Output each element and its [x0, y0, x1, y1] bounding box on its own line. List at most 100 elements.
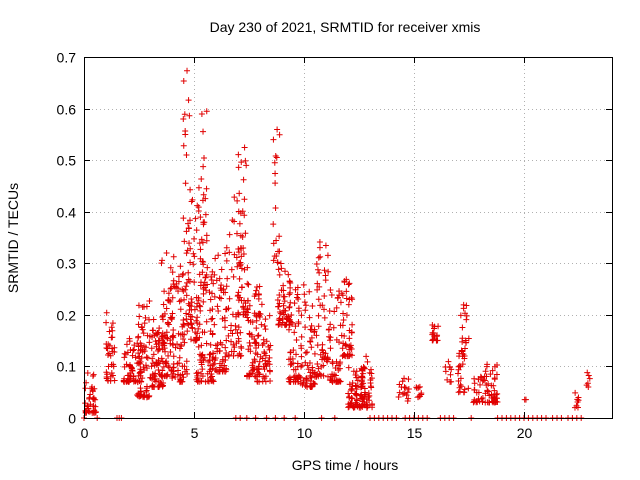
data-point	[223, 244, 230, 251]
data-point	[201, 279, 208, 286]
data-point	[153, 359, 160, 366]
data-point	[191, 235, 198, 242]
data-point	[330, 324, 337, 331]
data-point	[123, 341, 130, 348]
data-point	[414, 385, 421, 392]
data-point	[140, 330, 147, 337]
data-point	[313, 372, 320, 379]
data-point	[292, 323, 299, 330]
data-point	[120, 378, 127, 385]
data-point	[214, 303, 221, 310]
data-point	[193, 334, 200, 341]
data-point	[327, 373, 334, 380]
data-point	[195, 297, 202, 304]
data-point	[189, 196, 196, 203]
data-point	[180, 215, 187, 222]
data-point	[183, 315, 190, 322]
data-point	[492, 399, 499, 406]
data-point	[143, 354, 150, 361]
data-point	[185, 269, 192, 276]
data-point	[171, 283, 178, 290]
data-point	[326, 333, 333, 340]
data-point	[238, 345, 245, 352]
data-point	[288, 319, 295, 326]
data-point	[353, 368, 360, 375]
data-point	[236, 260, 243, 267]
data-point	[164, 335, 171, 342]
data-point	[215, 308, 222, 315]
data-point	[471, 380, 478, 387]
data-point	[442, 368, 449, 375]
data-point	[348, 395, 355, 401]
x-tick-label: 20	[517, 425, 533, 441]
data-point	[89, 395, 96, 402]
data-point	[190, 261, 197, 268]
x-tick-label: 0	[81, 425, 89, 441]
data-point	[315, 254, 322, 261]
data-point	[203, 232, 210, 239]
data-point	[302, 349, 309, 356]
data-point	[307, 338, 314, 345]
data-point	[203, 271, 210, 278]
data-point	[165, 321, 172, 328]
data-point	[182, 131, 189, 138]
data-point	[309, 302, 316, 309]
data-point	[109, 327, 116, 334]
data-point	[325, 268, 332, 275]
data-point	[404, 389, 411, 396]
data-point	[317, 351, 324, 358]
data-point	[300, 377, 307, 384]
data-point	[276, 271, 283, 278]
data-point	[185, 311, 192, 318]
data-point	[84, 370, 91, 377]
data-point	[272, 205, 279, 212]
data-point	[241, 144, 248, 151]
data-point	[349, 395, 356, 402]
data-point	[348, 386, 355, 393]
data-point	[200, 163, 207, 170]
data-point	[176, 354, 183, 361]
data-point	[91, 409, 98, 416]
data-point	[198, 111, 205, 118]
data-point	[462, 337, 469, 344]
data-point	[278, 265, 285, 272]
data-point	[90, 371, 97, 378]
data-point	[484, 399, 491, 406]
data-point	[156, 345, 163, 352]
data-point	[211, 360, 218, 367]
data-point	[198, 236, 205, 243]
x-tick-label: 15	[407, 425, 423, 441]
data-point	[253, 340, 260, 347]
data-point	[276, 131, 283, 138]
data-point	[167, 340, 174, 347]
data-point	[240, 250, 247, 257]
data-point	[104, 351, 111, 358]
data-point	[329, 360, 336, 367]
data-point	[310, 380, 317, 387]
data-point	[159, 383, 166, 390]
data-point	[340, 316, 347, 323]
data-point	[138, 354, 145, 361]
data-point	[177, 306, 184, 313]
data-point	[353, 391, 360, 398]
data-point	[331, 371, 338, 378]
data-point	[336, 360, 343, 367]
data-point	[339, 292, 346, 299]
data-point	[254, 283, 261, 290]
data-point	[181, 363, 188, 370]
data-point	[287, 376, 294, 383]
data-point	[249, 362, 256, 369]
data-point	[458, 383, 465, 390]
data-point	[201, 154, 208, 161]
data-point	[287, 349, 294, 356]
data-point	[245, 317, 252, 324]
data-point	[348, 352, 355, 359]
data-point	[298, 312, 305, 319]
data-point	[191, 279, 198, 286]
data-point	[186, 217, 193, 224]
data-point	[348, 387, 355, 394]
data-point	[209, 354, 216, 361]
data-point	[147, 374, 154, 381]
data-point	[459, 338, 466, 345]
